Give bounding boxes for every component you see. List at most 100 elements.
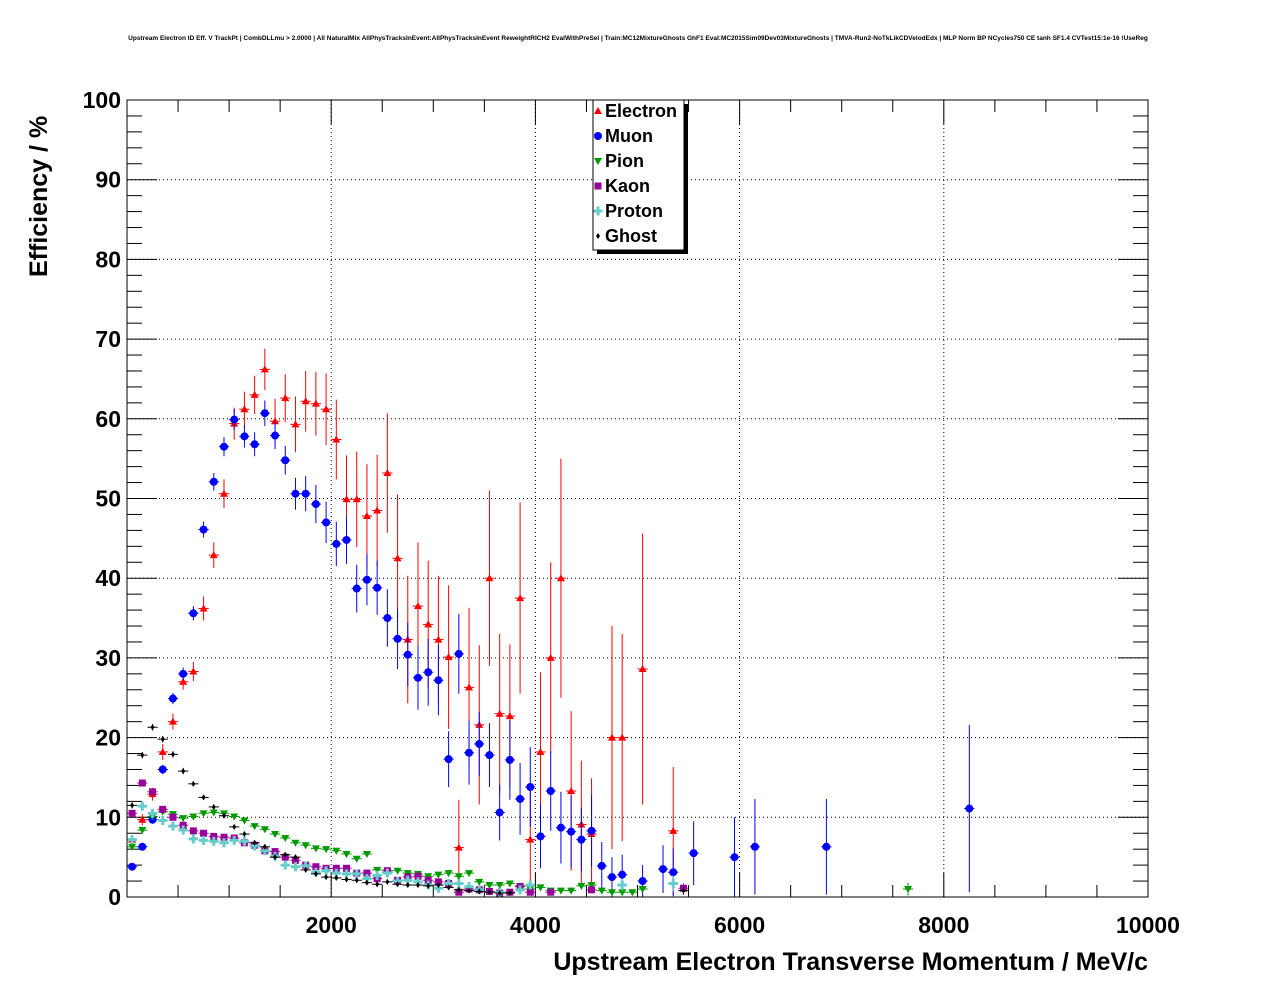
ghost-point — [494, 890, 505, 897]
electron-marker — [352, 495, 361, 503]
pion-legend-marker — [594, 158, 602, 165]
kaon-marker — [159, 805, 167, 813]
pion-point — [320, 846, 332, 854]
muon-point — [433, 645, 444, 716]
muon-marker — [168, 694, 177, 703]
kaon-point — [269, 848, 281, 856]
kaon-marker — [291, 856, 299, 864]
pion-point — [902, 882, 914, 896]
ghost-point — [443, 884, 454, 891]
pion-marker — [271, 831, 280, 839]
proton-point — [668, 875, 679, 892]
electron-marker — [424, 620, 433, 628]
proton-marker — [209, 836, 219, 846]
muon-marker — [475, 739, 484, 748]
proton-marker — [321, 866, 331, 876]
kaon-marker — [312, 863, 320, 871]
y-tick-label: 80 — [95, 246, 121, 272]
muon-point — [290, 477, 301, 510]
ghost-point — [474, 888, 485, 895]
muon-marker — [271, 431, 280, 440]
pion-point — [606, 889, 618, 897]
muon-marker — [577, 835, 586, 844]
kaon-marker — [414, 872, 422, 880]
ghost-marker — [456, 886, 461, 893]
muon-marker — [189, 609, 198, 618]
muon-marker — [505, 755, 514, 764]
ghost-marker — [273, 854, 278, 861]
muon-marker — [730, 853, 739, 862]
y-tick-label: 100 — [83, 87, 121, 113]
y-tick-label: 60 — [95, 406, 121, 432]
electron-marker — [332, 435, 341, 443]
ghost-marker — [130, 802, 135, 809]
pion-point — [198, 810, 209, 818]
proton-point — [178, 825, 189, 835]
electron-marker — [454, 843, 463, 851]
ghost-point — [188, 780, 199, 787]
muon-point — [463, 720, 475, 785]
y-tick-label: 50 — [95, 486, 121, 512]
pion-marker — [373, 866, 382, 874]
electron-marker — [240, 405, 249, 413]
electron-point — [514, 502, 526, 694]
kaon-marker — [179, 821, 187, 829]
electron-marker — [260, 365, 269, 373]
electron-marker — [607, 733, 616, 741]
ghost-marker — [181, 768, 186, 775]
muon-point — [382, 589, 393, 647]
pion-marker — [332, 847, 341, 855]
ghost-marker — [313, 870, 318, 877]
pion-marker — [281, 835, 290, 843]
pion-marker — [577, 882, 586, 890]
proton-marker — [199, 835, 209, 845]
y-tick-label: 20 — [95, 725, 121, 751]
kaon-point — [545, 888, 556, 896]
kaon-marker — [138, 779, 146, 787]
pion-marker — [607, 889, 616, 897]
muon-marker — [301, 489, 310, 498]
legend-box — [592, 99, 685, 251]
ghost-marker — [354, 877, 359, 884]
pion-marker — [209, 809, 218, 817]
electron-point — [239, 391, 250, 427]
kaon-marker — [189, 827, 197, 835]
pion-point — [576, 882, 587, 890]
y-tick-label: 70 — [95, 326, 121, 352]
ghost-point — [372, 881, 383, 888]
proton-point — [198, 835, 209, 845]
muon-point — [688, 821, 699, 886]
ghost-point — [463, 887, 475, 894]
ghost-point — [249, 839, 260, 846]
y-tick-label: 40 — [95, 565, 121, 591]
muon-marker — [607, 873, 616, 882]
ghost-point — [229, 823, 240, 830]
kaon-marker — [332, 864, 340, 872]
proton-point — [239, 836, 250, 846]
muon-point — [229, 409, 240, 430]
muon-marker — [373, 583, 382, 592]
ghost-point — [433, 882, 444, 889]
ghost-point — [167, 751, 179, 758]
muon-point — [443, 731, 454, 788]
muon-marker — [424, 668, 433, 677]
ghost-marker — [140, 752, 145, 759]
kaon-marker — [547, 888, 555, 896]
electron-marker — [536, 747, 545, 755]
muon-marker — [311, 500, 320, 509]
electron-marker — [444, 653, 453, 661]
muon-marker — [444, 755, 453, 764]
proton-legend-marker — [593, 206, 603, 216]
y-tick-label: 30 — [95, 645, 121, 671]
muon-point — [514, 763, 526, 835]
muon-point — [484, 723, 495, 788]
muon-marker — [822, 842, 831, 851]
proton-marker — [250, 841, 260, 851]
x-tick-label: 2000 — [306, 912, 357, 938]
electron-marker — [179, 677, 188, 685]
ghost-marker — [303, 866, 308, 873]
electron-marker — [189, 667, 198, 675]
ghost-marker — [150, 724, 155, 731]
muon-marker — [403, 650, 412, 659]
ghost-point — [341, 876, 352, 883]
